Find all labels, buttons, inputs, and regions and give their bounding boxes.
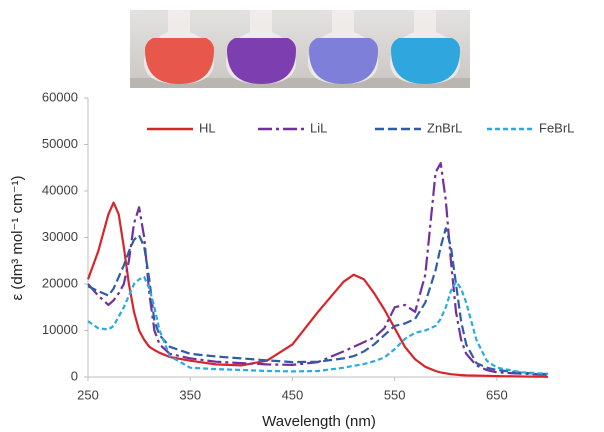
x-tick-label: 450 xyxy=(282,387,304,402)
y-tick-label: 0 xyxy=(71,368,78,383)
series-line xyxy=(86,201,549,378)
y-tick-label: 20000 xyxy=(42,275,78,290)
x-axis-title: Wavelength (nm) xyxy=(262,413,376,430)
flask-photo xyxy=(130,10,470,88)
legend-label: LiL xyxy=(310,120,327,135)
legend-label: FeBrL xyxy=(539,120,574,135)
legend-label: ZnBrL xyxy=(427,120,462,135)
y-tick-label: 60000 xyxy=(42,89,78,104)
series-line xyxy=(87,275,549,375)
x-tick-label: 650 xyxy=(486,387,508,402)
y-tick-label: 50000 xyxy=(42,136,78,151)
x-tick-label: 250 xyxy=(77,387,99,402)
series-line xyxy=(87,162,549,376)
series-line xyxy=(87,227,549,376)
y-tick-label: 40000 xyxy=(42,182,78,197)
legend-label: HL xyxy=(199,120,216,135)
y-tick-label: 30000 xyxy=(42,229,78,244)
y-tick-label: 10000 xyxy=(42,322,78,337)
y-axis-title: ε (dm³ mol⁻¹ cm⁻¹) xyxy=(9,175,26,300)
x-tick-label: 550 xyxy=(384,387,406,402)
x-tick-label: 350 xyxy=(179,387,201,402)
